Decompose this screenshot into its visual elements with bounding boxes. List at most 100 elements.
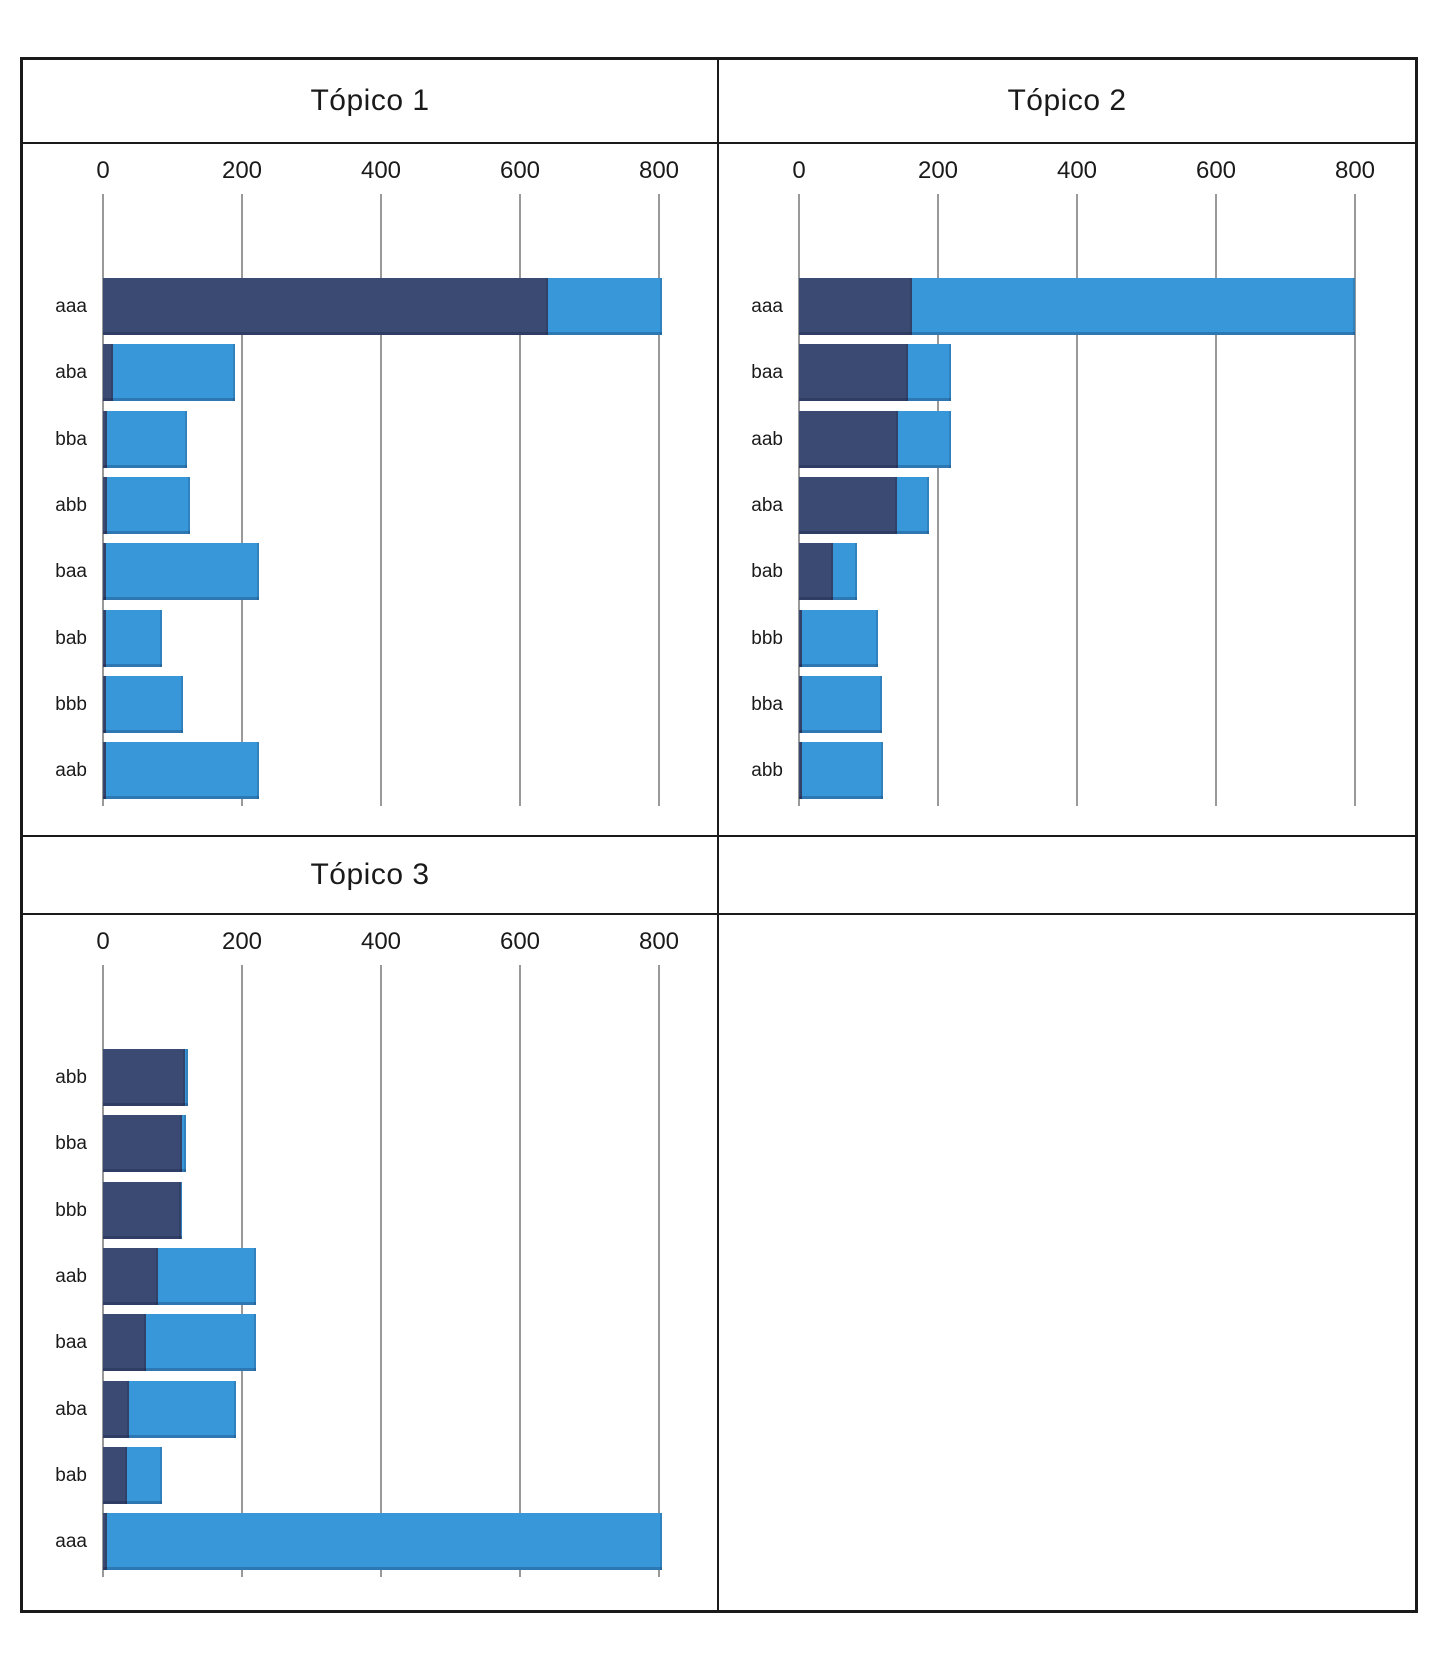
dark_navy_segment-bar <box>799 543 834 601</box>
panel-title: Tópico 1 <box>310 84 430 117</box>
category-label: baa <box>751 362 783 384</box>
dark_navy_segment-bar <box>799 410 898 468</box>
dark_navy_segment-bar <box>103 609 106 667</box>
gridline <box>658 194 660 806</box>
gridline <box>380 194 382 806</box>
light_blue_segment-bar <box>180 1181 183 1239</box>
dark_navy_segment-bar <box>799 742 802 800</box>
x-tick-label: 400 <box>360 928 402 955</box>
dark_navy_segment-bar <box>103 1513 108 1571</box>
panel-title: Tópico 2 <box>1007 84 1127 117</box>
light_blue_segment-bar <box>185 1049 189 1106</box>
dark_navy_segment-bar <box>103 1247 158 1305</box>
dark_navy_segment-bar <box>103 1049 185 1106</box>
gridline <box>241 194 243 806</box>
category-label: aaa <box>55 296 87 317</box>
dark_navy_segment-bar <box>103 675 106 733</box>
dark_navy_segment-bar <box>799 675 802 733</box>
light_blue_segment-bar <box>106 742 260 800</box>
x-tick-label: 800 <box>638 157 680 184</box>
empty-cell <box>719 915 1415 1610</box>
light_blue_segment-bar <box>833 543 858 601</box>
category-label: aba <box>751 494 783 516</box>
x-tick-label: 200 <box>221 928 263 955</box>
dark_navy_segment-bar <box>103 1115 183 1173</box>
light_blue_segment-bar <box>107 410 188 468</box>
category-label: baa <box>55 1332 87 1354</box>
light_blue_segment-bar <box>105 675 183 733</box>
dark_navy_segment-bar <box>103 410 108 468</box>
category-label: abb <box>751 760 783 782</box>
category-label: bba <box>751 693 783 715</box>
panel-header-topico-2: Tópico 2 <box>719 60 1415 144</box>
dark_navy_segment-bar <box>799 344 909 402</box>
category-label: bba <box>55 428 87 450</box>
light_blue_segment-bar <box>129 1380 236 1438</box>
category-label: bab <box>751 561 783 583</box>
panel-header-topico-3: Tópico 3 <box>23 837 719 915</box>
x-tick-label: 0 <box>96 157 110 184</box>
light_blue_segment-bar <box>157 1247 256 1305</box>
category-label: bbb <box>55 1199 87 1221</box>
light_blue_segment-bar <box>126 1446 163 1504</box>
category-label: aab <box>55 1265 87 1287</box>
empty-header-cell <box>719 837 1415 915</box>
dark_navy_segment-bar <box>103 344 113 402</box>
x-tick-label: 800 <box>1334 157 1376 184</box>
light_blue_segment-bar <box>908 344 951 402</box>
light_blue_segment-bar <box>897 410 951 468</box>
dark_navy_segment-bar <box>103 543 107 601</box>
category-label: abb <box>55 494 87 516</box>
dark_navy_segment-bar <box>103 742 107 800</box>
x-tick-label: 0 <box>96 928 110 955</box>
light_blue_segment-bar <box>146 1314 256 1372</box>
gridline <box>1215 194 1217 806</box>
dark_navy_segment-bar <box>103 278 548 335</box>
x-tick-label: 600 <box>499 928 541 955</box>
dark_navy_segment-bar <box>103 1314 147 1372</box>
gridline <box>937 194 939 806</box>
light_blue_segment-bar <box>112 344 236 402</box>
topics-table: Tópico 1 Tópico 2 0 200 400 600 800 aaa aba bba… <box>20 57 1418 1613</box>
dark_navy_segment-bar <box>799 476 897 534</box>
panel-header-topico-1: Tópico 1 <box>23 60 719 144</box>
gridline <box>380 965 382 1577</box>
light_blue_segment-bar <box>182 1115 187 1173</box>
category-label: bbb <box>751 627 783 649</box>
category-label: aaa <box>55 1531 87 1553</box>
gridline <box>1076 194 1078 806</box>
category-label: aba <box>55 1398 87 1420</box>
x-tick-label: 200 <box>917 157 959 184</box>
category-label: bab <box>55 627 87 649</box>
category-label: abb <box>55 1067 87 1088</box>
x-tick-label: 600 <box>1195 157 1237 184</box>
gridline <box>519 194 521 806</box>
chart-topico-3: 0 200 400 600 800 abb bba bbb aab baa aba bab aaa <box>23 915 719 1610</box>
dark_navy_segment-bar <box>103 1380 130 1438</box>
dark_navy_segment-bar <box>103 1446 127 1504</box>
gridline <box>1354 194 1356 806</box>
category-label: bbb <box>55 693 87 715</box>
x-tick-label: 600 <box>499 157 541 184</box>
category-label: aba <box>55 362 87 384</box>
dark_navy_segment-bar <box>103 476 108 534</box>
light_blue_segment-bar <box>801 609 879 667</box>
category-label: aab <box>55 760 87 782</box>
light_blue_segment-bar <box>106 543 260 601</box>
category-label: aab <box>751 428 783 450</box>
gridline <box>658 965 660 1577</box>
x-tick-label: 800 <box>638 928 680 955</box>
light_blue_segment-bar <box>107 476 190 534</box>
x-tick-label: 400 <box>360 157 402 184</box>
x-tick-label: 200 <box>221 157 263 184</box>
category-label: baa <box>55 561 87 583</box>
light_blue_segment-bar <box>547 278 663 335</box>
light_blue_segment-bar <box>912 278 1355 335</box>
light_blue_segment-bar <box>801 675 882 733</box>
light_blue_segment-bar <box>107 1513 663 1571</box>
chart-topico-1: 0 200 400 600 800 aaa aba bba abb baa bab bbb aab <box>23 144 719 837</box>
category-label: aaa <box>751 296 783 317</box>
category-label: bba <box>55 1133 87 1155</box>
light_blue_segment-bar <box>801 742 884 800</box>
